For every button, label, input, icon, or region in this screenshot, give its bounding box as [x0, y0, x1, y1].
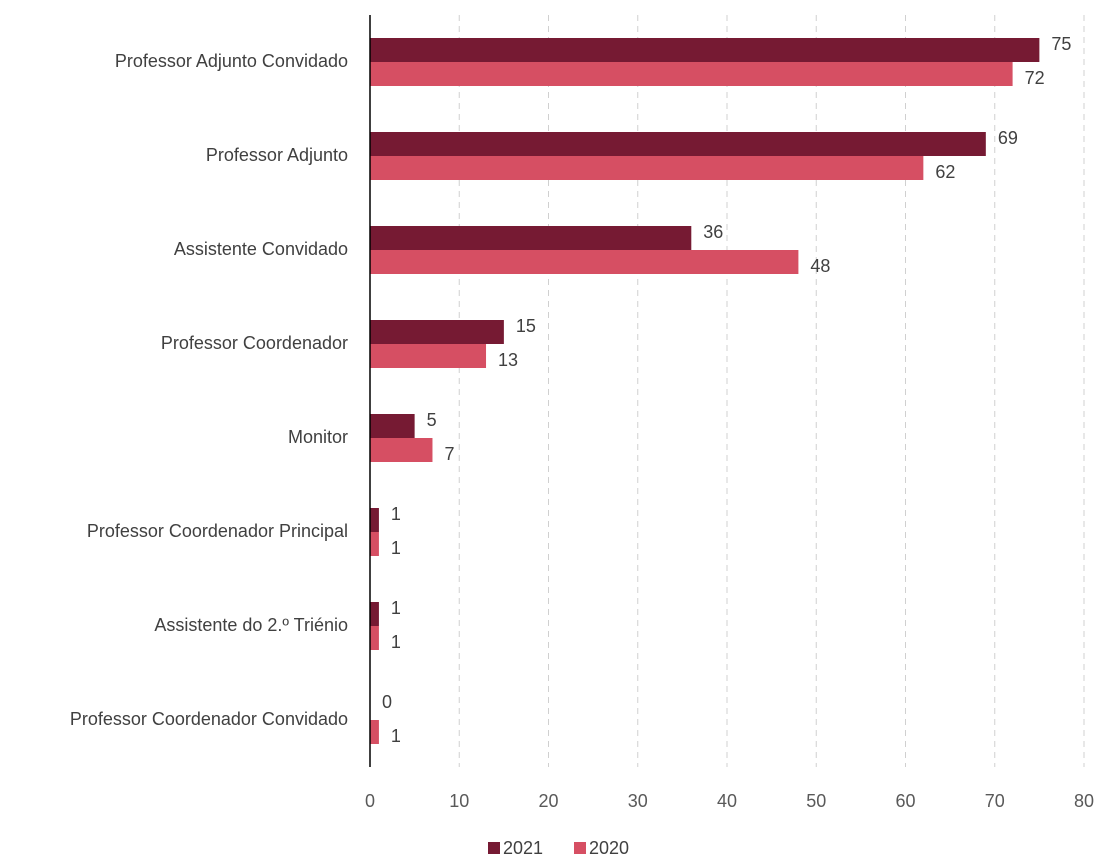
bar: [370, 344, 487, 368]
x-tick-label: 60: [895, 791, 915, 811]
y-tick-label: Assistente do 2.º Triénio: [154, 615, 348, 635]
data-label: 72: [1025, 68, 1045, 88]
y-tick-label: Professor Adjunto: [206, 145, 348, 165]
data-label: 1: [391, 726, 401, 746]
data-label: 36: [703, 222, 723, 242]
bar: [370, 602, 379, 626]
legend-swatch: [488, 842, 500, 854]
data-label: 1: [391, 598, 401, 618]
bar: [370, 320, 504, 344]
bar: [370, 438, 433, 462]
bar: [370, 532, 379, 556]
data-label: 1: [391, 632, 401, 652]
legend-label: 2020: [589, 838, 629, 858]
data-label: 5: [427, 410, 437, 430]
bar: [370, 226, 692, 250]
bar: [370, 626, 379, 650]
data-label: 75: [1051, 34, 1071, 54]
data-label: 13: [498, 350, 518, 370]
y-tick-label: Professor Adjunto Convidado: [115, 51, 348, 71]
data-label: 1: [391, 504, 401, 524]
data-label: 7: [444, 444, 454, 464]
y-tick-label: Professor Coordenador Principal: [87, 521, 348, 541]
x-tick-label: 70: [985, 791, 1005, 811]
y-tick-label: Professor Coordenador: [161, 333, 348, 353]
legend-swatch: [574, 842, 586, 854]
data-label: 62: [935, 162, 955, 182]
bar: [370, 508, 379, 532]
x-tick-label: 50: [806, 791, 826, 811]
x-tick-label: 0: [365, 791, 375, 811]
x-tick-label: 40: [717, 791, 737, 811]
y-tick-label: Monitor: [288, 427, 348, 447]
x-tick-label: 30: [628, 791, 648, 811]
bar: [370, 156, 924, 180]
bar: [370, 62, 1013, 86]
bar: [370, 250, 799, 274]
y-tick-label: Assistente Convidado: [174, 239, 348, 259]
data-label: 48: [810, 256, 830, 276]
bar: [370, 414, 415, 438]
x-tick-label: 10: [449, 791, 469, 811]
bar: [370, 38, 1040, 62]
data-label: 1: [391, 538, 401, 558]
data-label: 69: [998, 128, 1018, 148]
data-label: 15: [516, 316, 536, 336]
bar: [370, 720, 379, 744]
bar: [370, 132, 986, 156]
legend-label: 2021: [503, 838, 543, 858]
y-tick-label: Professor Coordenador Convidado: [70, 709, 348, 729]
x-tick-label: 80: [1074, 791, 1094, 811]
x-tick-label: 20: [538, 791, 558, 811]
data-label: 0: [382, 692, 392, 712]
